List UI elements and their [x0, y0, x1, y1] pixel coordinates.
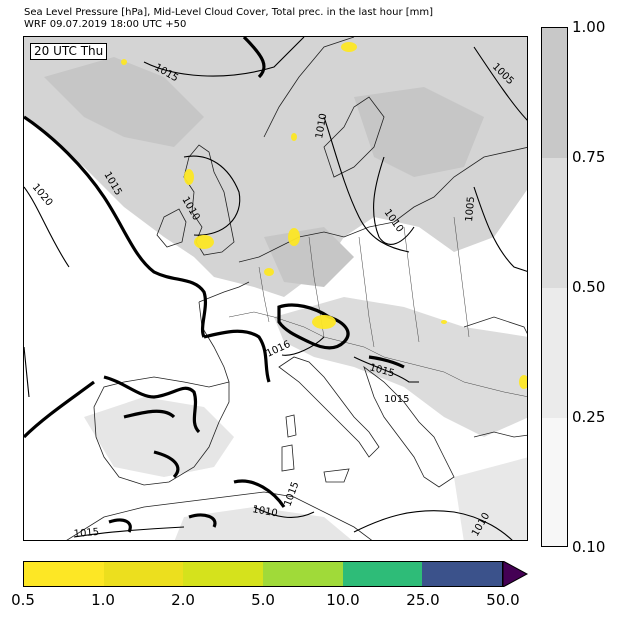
precipitation-layer	[121, 42, 527, 389]
isobar-label: 1015	[73, 527, 99, 540]
colorbar-segment	[542, 418, 567, 546]
colorbar-tick-label: 5.0	[251, 591, 275, 609]
colorbar-tick-label: 0.75	[572, 148, 606, 166]
map-title: Sea Level Pressure [hPa], Mid-Level Clou…	[24, 7, 434, 18]
isobar-label: 1005	[464, 196, 477, 222]
cloud-cover-colorbar	[541, 27, 568, 547]
isobar-label: 1010	[314, 113, 329, 140]
colorbar-tick-label: 1.00	[572, 18, 606, 36]
colorbar-segment	[342, 562, 423, 586]
colorbar-tick-label: 0.10	[572, 538, 606, 556]
precipitation-colorbar	[23, 561, 503, 587]
model-run-subtitle: WRF 09.07.2019 18:00 UTC +50	[24, 19, 187, 30]
isobars-thick	[24, 37, 405, 533]
colorbar-tick-label: 2.0	[171, 591, 195, 609]
colorbar-tick-label: 50.0	[486, 591, 520, 609]
map-canvas: 1015 1005 1010 1020 1015 1010 1010 1005 …	[24, 37, 527, 540]
coastlines	[66, 37, 527, 540]
colorbar-tick-label: 10.0	[326, 591, 360, 609]
forecast-time-label: 20 UTC Thu	[30, 43, 108, 60]
colorbar-segment	[263, 562, 343, 586]
colorbar-tick-label: 1.0	[91, 591, 115, 609]
colorbar-tick-label: 0.25	[572, 408, 606, 426]
colorbar-segment	[183, 562, 264, 586]
colorbar-tick-label: 0.50	[572, 278, 606, 296]
weather-map: 1015 1005 1010 1020 1015 1010 1010 1005 …	[23, 36, 528, 541]
colorbar-segment	[542, 158, 567, 288]
colorbar-segment	[103, 562, 184, 586]
isobar-label: 1010	[251, 504, 278, 519]
country-borders	[228, 216, 527, 397]
colorbar-tick-label: 0.5	[11, 591, 35, 609]
colorbar-extend-arrow	[503, 561, 529, 587]
isobars-thin	[24, 37, 527, 540]
colorbar-segment	[24, 562, 104, 586]
colorbar-tick-label: 25.0	[406, 591, 440, 609]
colorbar-segment	[542, 28, 567, 158]
isobar-label: 1015	[384, 394, 409, 405]
colorbar-segment	[542, 288, 567, 418]
colorbar-segment	[422, 562, 503, 586]
